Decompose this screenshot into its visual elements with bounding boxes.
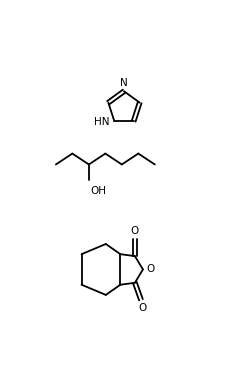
Text: O: O <box>131 226 139 235</box>
Text: HN: HN <box>94 117 110 127</box>
Text: OH: OH <box>90 186 106 196</box>
Text: O: O <box>146 264 155 274</box>
Text: O: O <box>138 303 146 313</box>
Text: N: N <box>120 78 128 88</box>
